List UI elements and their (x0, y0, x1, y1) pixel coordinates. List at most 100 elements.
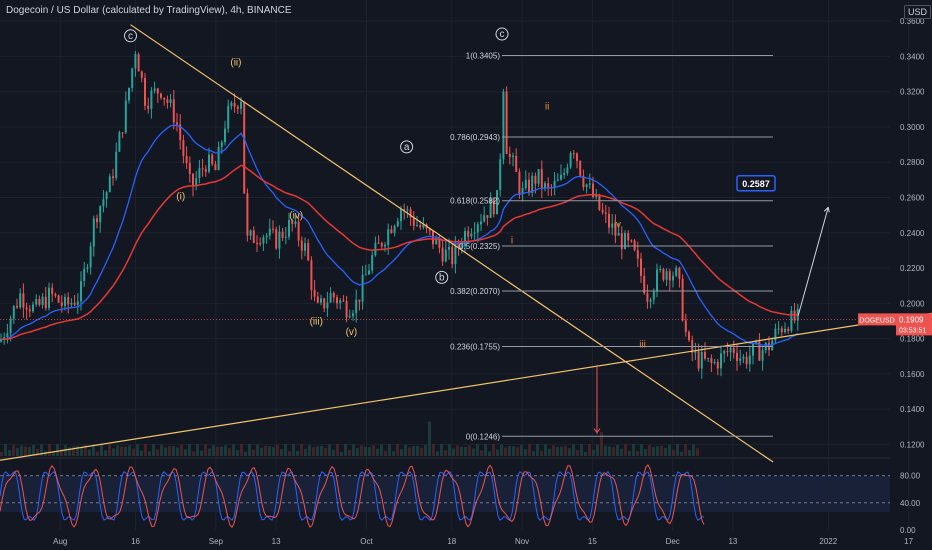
volume-bar (452, 448, 455, 456)
candle-body (630, 240, 633, 242)
volume-bar (268, 446, 271, 456)
x-tick-label: Nov (515, 537, 529, 546)
candle-body (92, 218, 95, 247)
candle-body (156, 88, 159, 94)
volume-bar (32, 445, 35, 456)
candle-body (195, 177, 198, 187)
volume-bar (360, 445, 363, 456)
candle-body (182, 140, 185, 157)
volume-bar (668, 444, 671, 456)
wave-label-circle (400, 140, 414, 154)
volume-bar (392, 451, 395, 456)
volume-bar (440, 444, 443, 456)
x-tick-label: Sep (209, 537, 224, 546)
volume-bar (80, 447, 83, 456)
candle-body (787, 328, 790, 331)
candle-body (310, 260, 313, 290)
candle-body (89, 246, 92, 268)
volume-bar (688, 450, 691, 456)
candle-body (320, 298, 322, 303)
volume-bar (584, 451, 587, 456)
volume-bar (292, 444, 295, 456)
wave-label: iii (639, 339, 646, 350)
candle-body (352, 313, 354, 317)
volume-bar (580, 444, 583, 456)
volume-bar (480, 450, 483, 456)
candle-body (512, 155, 514, 157)
candle-body (774, 328, 777, 341)
fib-level-label: 0.618(0.2582) (450, 197, 500, 206)
volume-bar (112, 448, 115, 456)
candle-body (592, 183, 594, 197)
candle-body (76, 301, 79, 305)
candle-body (380, 242, 383, 247)
candle-body (252, 230, 255, 243)
candle-body (313, 289, 316, 297)
candle-body (67, 297, 70, 305)
candle-body (188, 163, 191, 174)
wave-label: (v) (346, 327, 358, 338)
candle-body (652, 291, 655, 300)
volume-bar (416, 445, 419, 456)
candle-body (620, 233, 623, 249)
volume-bar (508, 445, 511, 456)
candle-body (128, 87, 130, 101)
candle-body (604, 212, 607, 214)
candle-body (291, 220, 294, 224)
candle-body (672, 275, 674, 281)
candle-body (115, 151, 118, 179)
volume-bar (192, 451, 195, 456)
volume-bar (68, 447, 71, 456)
volume-bar (92, 444, 95, 456)
volume-bar (136, 444, 139, 456)
candle-body (54, 293, 57, 296)
volume-bar (628, 450, 631, 456)
candle-body (480, 221, 482, 225)
volume-bar (644, 449, 647, 456)
wave-label-circle (124, 29, 138, 43)
volume-bar (664, 447, 667, 456)
candle-body (224, 128, 226, 143)
currency-button[interactable]: USD (904, 5, 932, 19)
volume-bar (432, 444, 435, 456)
candle-body (515, 155, 518, 172)
candle-body (393, 226, 396, 233)
y-tick-label: 0.3000 (900, 123, 925, 132)
volume-bar (412, 446, 415, 456)
candle-body (134, 54, 137, 69)
candle-body (73, 302, 76, 305)
candle-body (534, 175, 537, 184)
grid (0, 0, 910, 530)
volume-bar (320, 445, 323, 456)
oscillator-k-line (0, 471, 705, 521)
candle-body (9, 318, 12, 334)
candle-body (217, 146, 220, 171)
candle-body (710, 358, 713, 363)
volume-bar (324, 447, 327, 456)
volume-bar (696, 448, 699, 456)
candle-body (608, 213, 610, 228)
candle-body (336, 297, 338, 304)
volume-bar (536, 444, 539, 456)
volume-bar (240, 444, 243, 456)
candle-body (726, 351, 729, 353)
candle-body (35, 298, 38, 305)
candle-body (643, 275, 646, 294)
wave-label: (iii) (310, 316, 323, 327)
volume-bars (0, 421, 699, 456)
volume-bar (604, 445, 607, 456)
volume-bar (148, 451, 151, 456)
candle-body (403, 209, 406, 211)
candle-body (265, 235, 268, 238)
candle-body (566, 167, 569, 173)
volume-bar (336, 444, 339, 456)
candle-body (96, 218, 98, 223)
volume-bar (312, 447, 315, 456)
fib-level-label: 0.236(0.1755) (450, 343, 500, 352)
wave-label: c (500, 29, 505, 40)
volume-bar (84, 444, 87, 456)
candle-body (502, 91, 505, 160)
wave-label-circle (435, 270, 449, 284)
candle-body (688, 332, 690, 341)
